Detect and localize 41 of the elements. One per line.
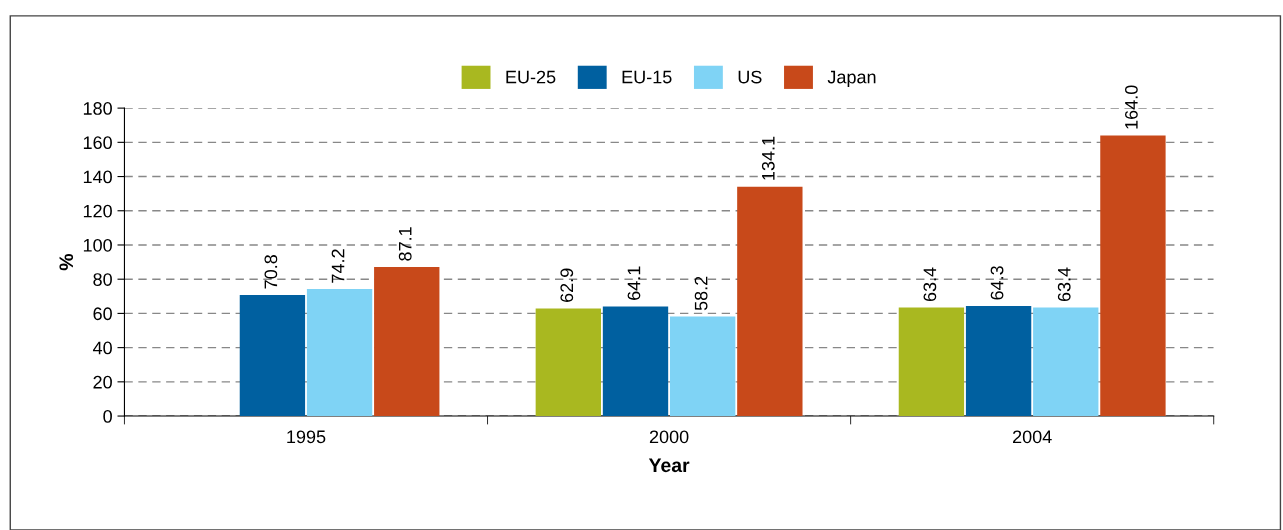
bar [535,308,602,417]
bar [306,289,373,417]
bar [602,306,669,417]
legend-label: Japan [827,70,876,87]
y-tick-label: 120 [83,204,112,218]
legend-label: EU-25 [506,70,556,84]
data-label: 64.1 [627,266,641,300]
y-tick-label: 20 [93,375,112,389]
bar [965,306,1032,417]
bar [1100,135,1166,417]
data-label: 87.1 [398,227,412,261]
data-label: 62.9 [560,268,574,302]
x-axis-title: Year [648,458,690,473]
y-tick-label: 40 [92,341,112,355]
data-label: 134.1 [761,136,775,180]
data-label: 64.3 [990,266,1004,300]
y-tick-label: 100 [83,238,112,252]
bar [374,267,440,417]
y-tick-label: 140 [83,170,112,184]
y-axis-title: % [59,253,74,271]
y-tick-label: 180 [83,102,112,115]
bar [239,294,306,417]
data-label: 63.4 [1057,267,1071,302]
x-tick-label: 2000 [649,430,689,444]
bar [669,316,736,417]
legend-label: US [738,70,762,84]
y-tick-label: 0 [103,409,112,423]
y-tick-label: 80 [93,273,112,286]
data-label: 63.4 [923,267,937,302]
bar [737,186,803,417]
data-label: 58.2 [694,276,708,311]
data-label: 164.0 [1124,85,1138,129]
data-label: 70.8 [264,255,278,289]
x-tick-label: 1995 [287,430,326,444]
legend-label: EU-15 [622,70,672,84]
bar [1033,307,1099,417]
x-tick-label: 2004 [1013,430,1052,444]
y-tick-label: 60 [93,307,112,321]
data-label: 74.2 [331,249,345,283]
y-tick-label: 160 [83,136,112,150]
bar [898,307,965,417]
